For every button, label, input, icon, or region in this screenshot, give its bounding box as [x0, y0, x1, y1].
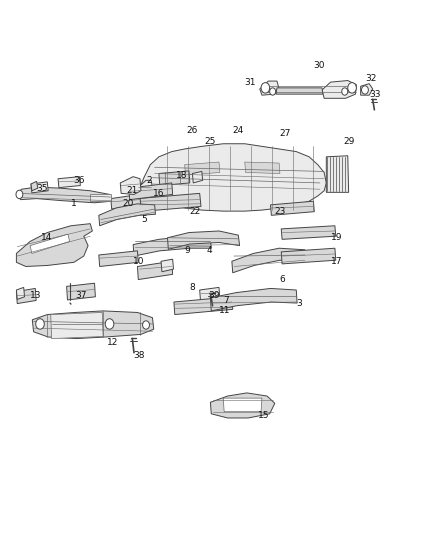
Polygon shape — [31, 181, 38, 191]
Text: 12: 12 — [107, 338, 119, 347]
Polygon shape — [159, 171, 190, 185]
Polygon shape — [16, 187, 112, 203]
Polygon shape — [120, 176, 141, 195]
Text: 27: 27 — [279, 129, 290, 138]
Text: 22: 22 — [189, 207, 200, 216]
Polygon shape — [185, 162, 220, 175]
Text: 26: 26 — [187, 126, 198, 135]
Polygon shape — [281, 226, 336, 239]
Text: 30: 30 — [314, 61, 325, 70]
Text: 3: 3 — [296, 298, 302, 308]
Polygon shape — [30, 234, 70, 254]
Polygon shape — [31, 182, 48, 193]
Text: 31: 31 — [245, 78, 256, 87]
Circle shape — [361, 86, 368, 94]
Text: 25: 25 — [204, 136, 215, 146]
Polygon shape — [138, 144, 326, 211]
Text: 20: 20 — [123, 199, 134, 208]
Polygon shape — [138, 193, 201, 212]
Polygon shape — [245, 162, 280, 174]
Text: 9: 9 — [185, 246, 191, 255]
Polygon shape — [223, 398, 262, 411]
Polygon shape — [161, 259, 173, 272]
Polygon shape — [90, 195, 111, 201]
Polygon shape — [322, 80, 357, 98]
Polygon shape — [111, 195, 141, 209]
Polygon shape — [99, 251, 138, 266]
Polygon shape — [200, 287, 220, 302]
Text: 21: 21 — [127, 186, 138, 195]
Polygon shape — [99, 204, 155, 226]
Circle shape — [348, 83, 357, 93]
Polygon shape — [210, 393, 275, 418]
Polygon shape — [360, 84, 373, 95]
Polygon shape — [133, 236, 211, 256]
Text: 23: 23 — [275, 207, 286, 216]
Text: 38: 38 — [133, 351, 145, 360]
Text: 19: 19 — [331, 233, 342, 243]
Polygon shape — [167, 231, 240, 249]
Circle shape — [105, 319, 114, 329]
Text: 6: 6 — [279, 275, 285, 284]
Text: 14: 14 — [41, 233, 52, 243]
Text: 39: 39 — [208, 290, 220, 300]
Text: 36: 36 — [73, 176, 85, 185]
Circle shape — [261, 83, 270, 93]
Text: 11: 11 — [219, 306, 230, 316]
Text: 24: 24 — [232, 126, 243, 135]
Text: 18: 18 — [176, 171, 187, 180]
Text: 29: 29 — [343, 136, 355, 146]
Text: 13: 13 — [30, 290, 42, 300]
Polygon shape — [16, 224, 92, 266]
Text: 2: 2 — [146, 176, 152, 185]
Circle shape — [16, 190, 23, 199]
Polygon shape — [138, 180, 152, 195]
Polygon shape — [281, 248, 336, 264]
Polygon shape — [51, 312, 103, 338]
Text: 15: 15 — [258, 411, 269, 420]
Polygon shape — [210, 288, 297, 311]
Text: 33: 33 — [369, 90, 381, 99]
Text: 7: 7 — [223, 296, 229, 305]
Circle shape — [36, 319, 44, 329]
Polygon shape — [326, 156, 349, 192]
Text: 16: 16 — [152, 189, 164, 198]
Polygon shape — [58, 176, 80, 188]
Text: 17: 17 — [331, 257, 342, 266]
Text: 10: 10 — [133, 257, 145, 266]
Polygon shape — [129, 183, 173, 200]
Text: 37: 37 — [75, 290, 87, 300]
Circle shape — [143, 321, 149, 329]
Circle shape — [342, 88, 348, 95]
Text: 4: 4 — [206, 246, 212, 255]
Polygon shape — [271, 201, 314, 215]
Polygon shape — [16, 287, 25, 300]
Polygon shape — [138, 261, 173, 280]
Polygon shape — [67, 283, 95, 300]
Polygon shape — [192, 172, 203, 183]
Text: 35: 35 — [36, 184, 48, 192]
Polygon shape — [32, 311, 154, 338]
Polygon shape — [232, 248, 306, 273]
Text: 32: 32 — [365, 74, 376, 83]
Text: 1: 1 — [71, 199, 77, 208]
Circle shape — [270, 88, 276, 95]
Polygon shape — [16, 288, 36, 304]
Text: 5: 5 — [142, 215, 148, 224]
Polygon shape — [174, 297, 233, 314]
Polygon shape — [260, 81, 279, 95]
Text: 8: 8 — [189, 283, 195, 292]
Polygon shape — [276, 88, 323, 94]
